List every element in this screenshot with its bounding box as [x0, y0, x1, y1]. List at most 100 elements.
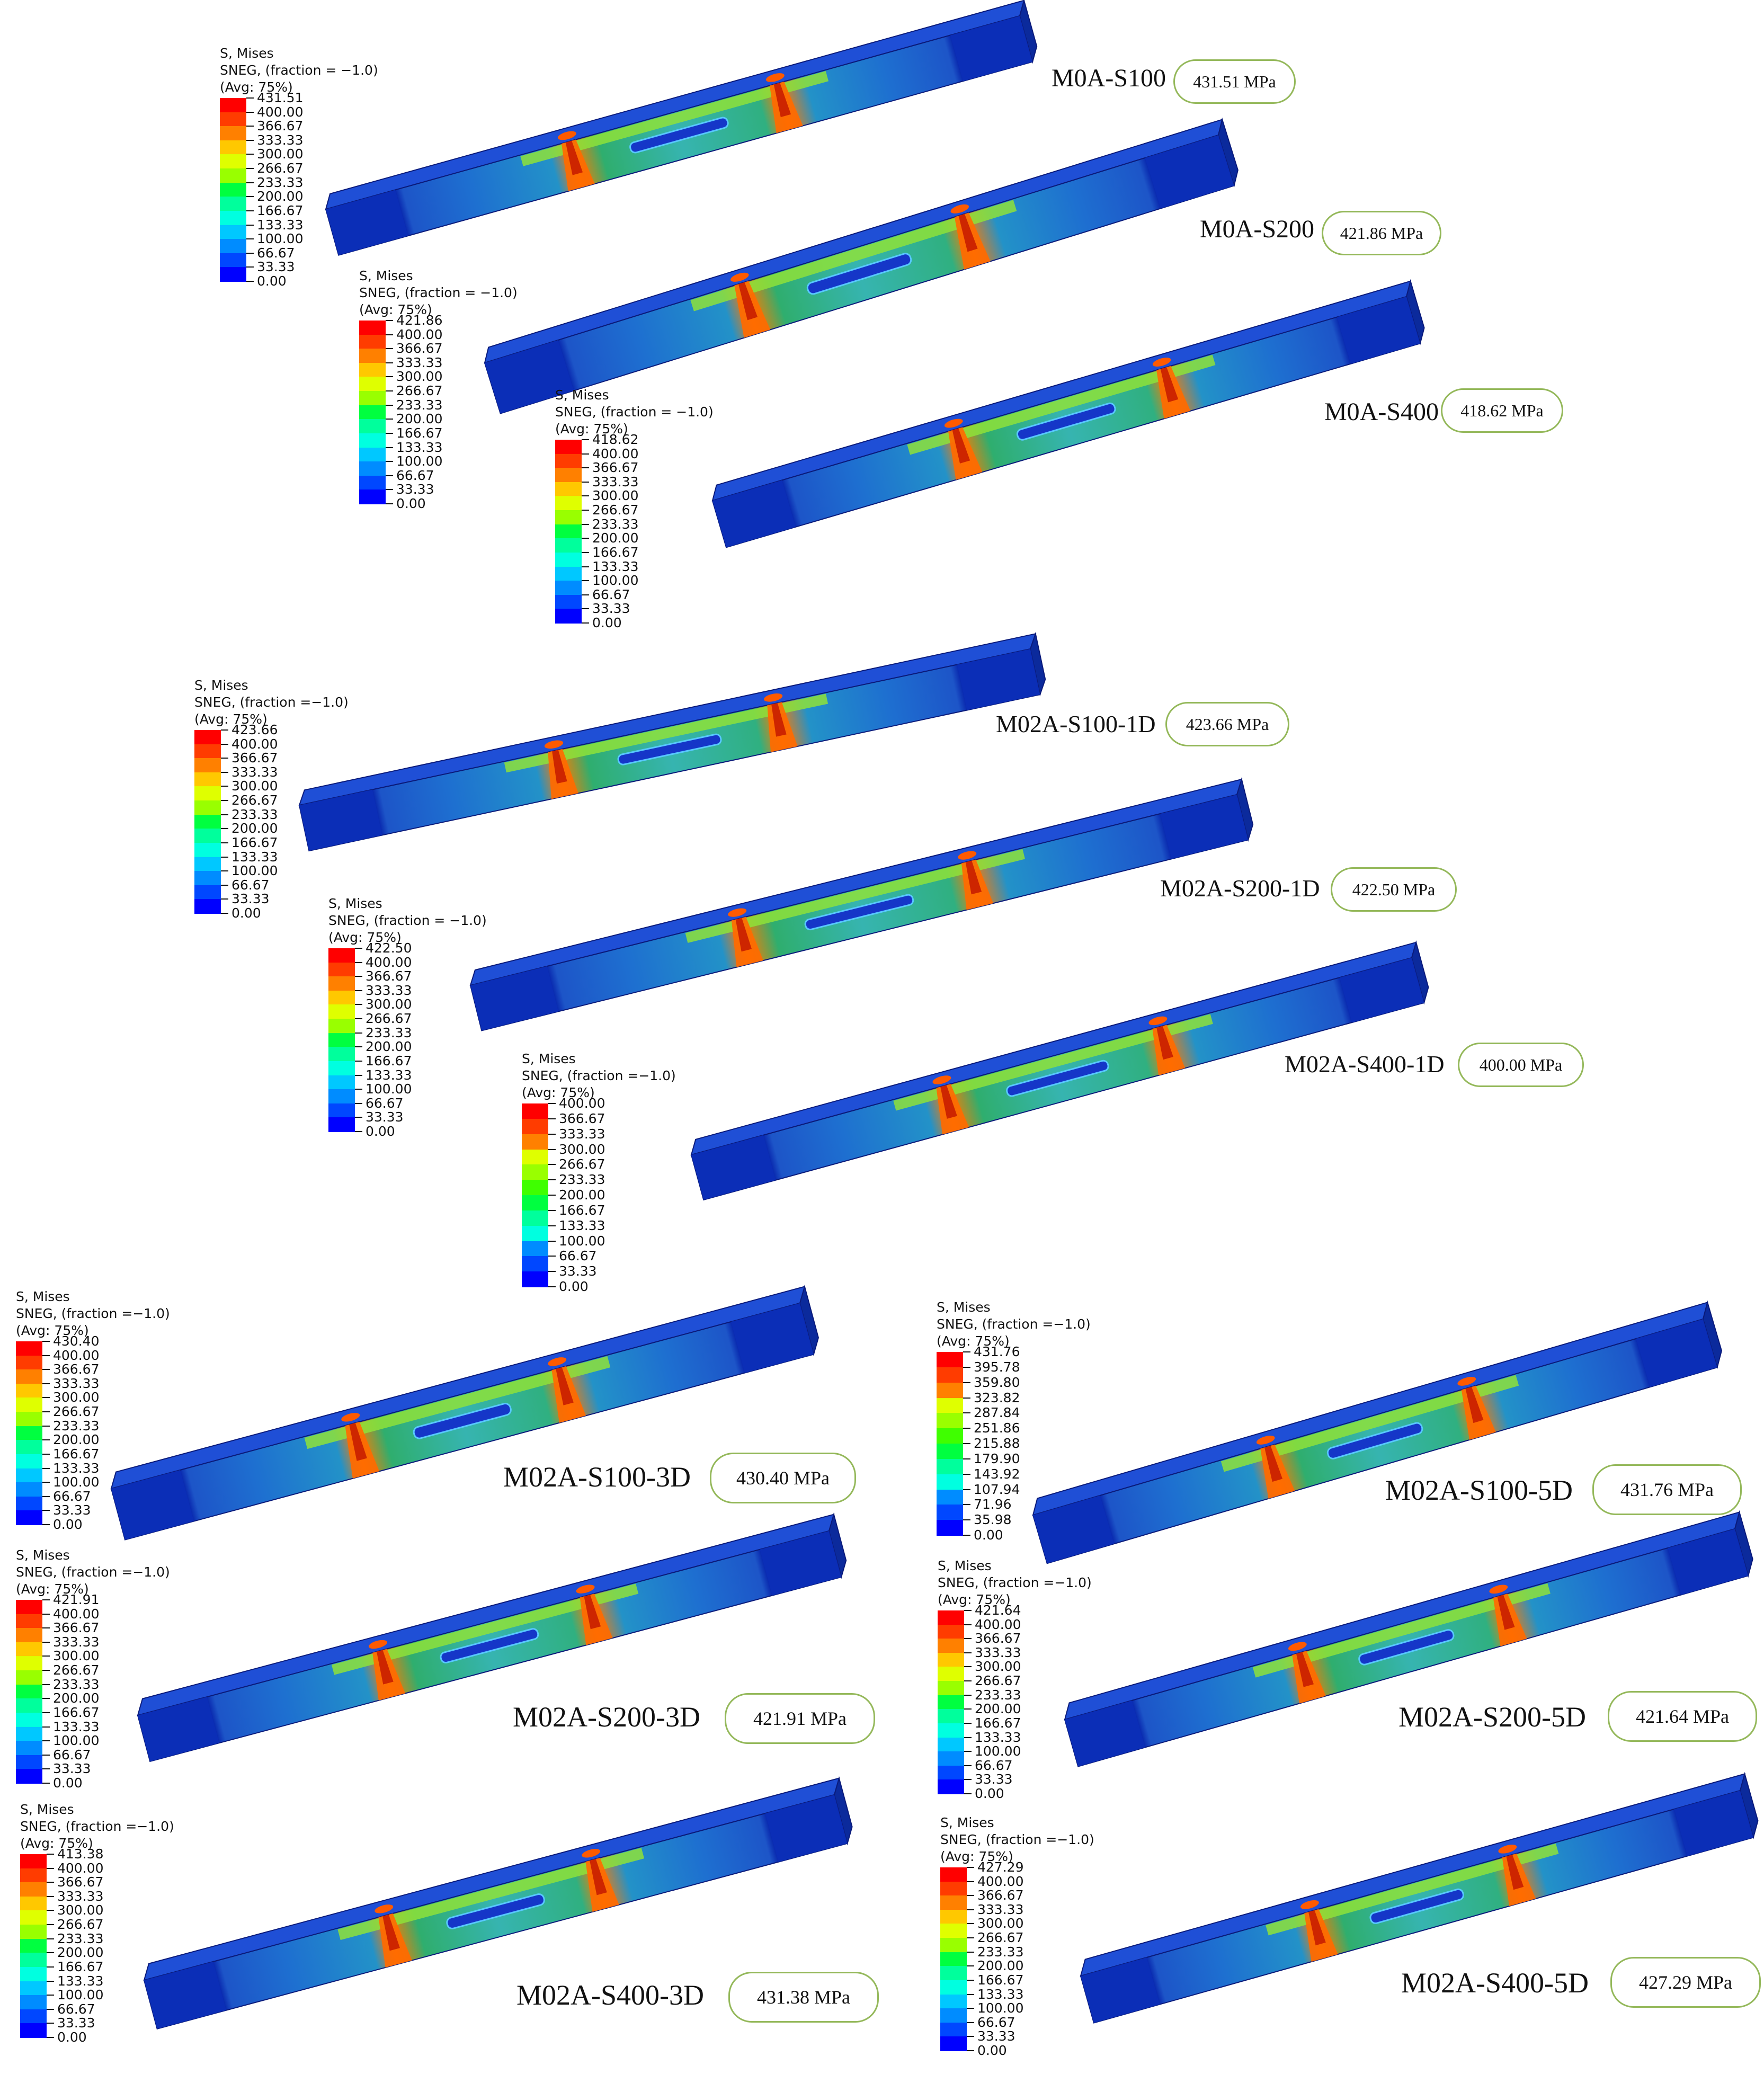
legend-value: 166.67 [53, 1704, 100, 1720]
legend-tick [47, 1882, 54, 1883]
legend-tick [582, 510, 589, 511]
legend-swatch [328, 1032, 355, 1048]
legend-tick [221, 814, 228, 815]
legend-value: 200.00 [53, 1690, 100, 1706]
stress-legend: S, Mises SNEG, (fraction =−1.0) (Avg: 75… [20, 1801, 221, 2061]
legend-tick [47, 1952, 54, 1954]
legend-swatch [328, 948, 355, 963]
legend-swatch [359, 419, 386, 434]
legend-value: 100.00 [977, 2000, 1024, 2016]
legend-swatch [16, 1369, 42, 1384]
legend-swatch [555, 594, 582, 610]
legend-value: 266.67 [57, 1917, 104, 1933]
crack-core-1 [565, 140, 583, 175]
legend-tick [42, 1740, 50, 1742]
legend-value: 233.33 [53, 1676, 100, 1692]
legend-tick [963, 1351, 970, 1352]
legend-tick [355, 1032, 362, 1034]
legend-swatch [555, 566, 582, 582]
legend-value: 366.67 [231, 750, 278, 766]
legend-swatch [555, 496, 582, 511]
legend-tick [967, 2036, 974, 2037]
compression-band [907, 354, 1216, 455]
legend-color-bar [937, 1352, 963, 1536]
beam-model-M02A-S100-1D [298, 631, 1046, 852]
compression-band [331, 1583, 639, 1675]
legend-value: 333.33 [975, 1644, 1021, 1660]
legend-tick [582, 439, 589, 440]
legend-swatch [220, 154, 246, 170]
legend-value: 300.00 [366, 996, 412, 1012]
legend-swatch [938, 1695, 964, 1710]
compression-band [337, 1847, 645, 1941]
legend-swatch [522, 1149, 548, 1165]
legend-title: S, Mises SNEG, (fraction = −1.0) (Avg: 7… [220, 46, 378, 95]
low-stress-core [806, 253, 912, 295]
legend-value: 200.00 [592, 530, 639, 546]
beam-model-M02A-S200-5D [1064, 1510, 1753, 1767]
legend-tick [386, 320, 393, 321]
legend-tick [42, 1641, 50, 1643]
legend-value: 133.33 [231, 849, 278, 865]
support-zone-left [299, 789, 382, 851]
support-zone-left [470, 966, 558, 1031]
legend-tick [582, 453, 589, 455]
load-point-1 [341, 1413, 360, 1422]
legend-swatch [20, 1966, 47, 1982]
legend-value: 133.33 [592, 558, 639, 574]
legend-value: 366.67 [559, 1110, 605, 1126]
legend-tick [42, 1467, 50, 1469]
legend-tick [582, 467, 589, 469]
load-point-1 [369, 1640, 387, 1649]
legend-swatch [555, 581, 582, 595]
legend-tick [221, 743, 228, 745]
legend-tick [964, 1652, 972, 1653]
legend-swatch [938, 1737, 964, 1752]
legend-tick [355, 1018, 362, 1020]
legend-swatch [937, 1474, 963, 1490]
legend-value: 33.33 [57, 2015, 95, 2031]
legend-tick [246, 238, 254, 240]
legend-swatch [555, 440, 582, 455]
legend-value: 251.86 [974, 1420, 1020, 1436]
legend-value: 33.33 [396, 482, 434, 497]
legend-swatch [16, 1454, 42, 1469]
legend-tick [548, 1240, 556, 1242]
legend-value: 400.00 [975, 1616, 1021, 1632]
legend-value: 430.40 [53, 1333, 100, 1349]
legend-tick [582, 538, 589, 539]
legend-swatch [359, 334, 386, 350]
compression-band [520, 71, 829, 166]
legend-color-bar [194, 730, 221, 914]
legend-value: 400.00 [53, 1347, 100, 1363]
load-point-1 [1300, 1900, 1319, 1909]
crack-core-1 [552, 750, 567, 784]
legend-value: 422.50 [366, 940, 412, 956]
legend-swatch [16, 1355, 42, 1370]
crack-core-1 [1264, 1445, 1283, 1482]
model-label: M0A-S200 [1200, 215, 1315, 243]
legend-swatch [16, 1468, 42, 1483]
legend-value: 66.67 [366, 1095, 404, 1111]
legend-tick [355, 1074, 362, 1076]
legend-swatch [938, 1610, 964, 1625]
legend-tick [386, 432, 393, 434]
support-zone-right [760, 1531, 842, 1596]
legend-value: 233.33 [975, 1687, 1021, 1703]
legend-tick [548, 1271, 556, 1272]
legend-color-bar [938, 1610, 964, 1794]
low-stress-core [1006, 1060, 1109, 1097]
crack-core-2 [1160, 367, 1179, 403]
legend-tick [548, 1103, 556, 1104]
legend-tick [967, 1993, 974, 1995]
legend-swatch [940, 1966, 967, 1981]
legend-value: 427.29 [977, 1859, 1024, 1875]
legend-swatch [220, 98, 246, 113]
legend-tick [355, 990, 362, 991]
beam-model-M0A-S200 [484, 117, 1239, 414]
legend-value: 400.00 [396, 326, 443, 342]
legend-tick [964, 1666, 972, 1668]
legend-tick [582, 580, 589, 582]
legend-tick [964, 1694, 972, 1696]
